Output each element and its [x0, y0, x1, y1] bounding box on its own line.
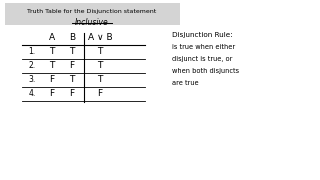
- Text: 3.: 3.: [28, 75, 36, 84]
- Text: F: F: [69, 62, 75, 71]
- Text: 4.: 4.: [28, 89, 36, 98]
- Text: T: T: [97, 75, 103, 84]
- Text: F: F: [69, 89, 75, 98]
- Text: T: T: [97, 62, 103, 71]
- FancyBboxPatch shape: [5, 3, 180, 25]
- Text: A: A: [49, 33, 55, 42]
- Text: T: T: [49, 48, 55, 57]
- Text: 2.: 2.: [28, 62, 36, 71]
- Text: when both disjuncts: when both disjuncts: [172, 68, 239, 74]
- Text: T: T: [49, 62, 55, 71]
- Text: F: F: [97, 89, 103, 98]
- Text: F: F: [49, 89, 55, 98]
- Text: Truth Table for the Disjunction statement: Truth Table for the Disjunction statemen…: [28, 9, 156, 14]
- Text: Inclusive: Inclusive: [75, 18, 109, 27]
- Text: T: T: [97, 48, 103, 57]
- Text: A ∨ B: A ∨ B: [88, 33, 112, 42]
- Text: T: T: [69, 48, 75, 57]
- Text: Disjunction Rule:: Disjunction Rule:: [172, 32, 233, 38]
- Text: disjunct is true, or: disjunct is true, or: [172, 56, 232, 62]
- Text: F: F: [49, 75, 55, 84]
- Text: B: B: [69, 33, 75, 42]
- Text: 1.: 1.: [28, 48, 36, 57]
- Text: is true when either: is true when either: [172, 44, 235, 50]
- Text: are true: are true: [172, 80, 199, 86]
- Text: T: T: [69, 75, 75, 84]
